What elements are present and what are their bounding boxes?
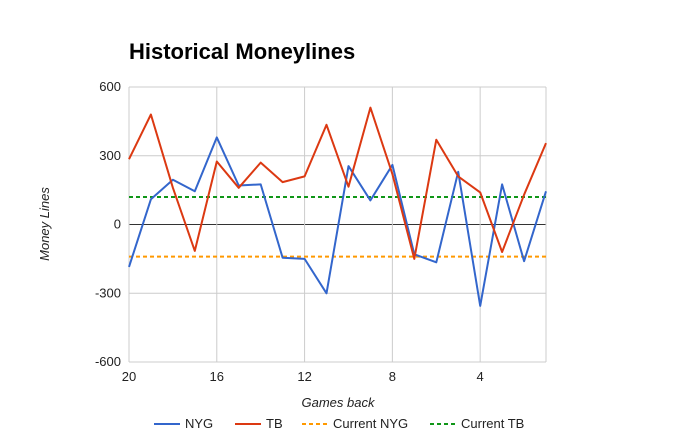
x-tick-label: 20 bbox=[122, 369, 136, 384]
x-axis-ticks: 20 16 12 8 4 bbox=[122, 369, 484, 384]
x-tick-label: 12 bbox=[297, 369, 311, 384]
y-axis-ticks: 600 300 0 -300 -600 bbox=[95, 79, 121, 369]
legend-label-nyg: NYG bbox=[185, 416, 213, 431]
y-axis-label: Money Lines bbox=[37, 187, 52, 261]
legend-label-current-nyg: Current NYG bbox=[333, 416, 408, 431]
series-line-tb bbox=[128, 106, 547, 260]
x-tick-label: 16 bbox=[210, 369, 224, 384]
y-tick-label: -300 bbox=[95, 285, 121, 300]
y-tick-label: 0 bbox=[114, 217, 121, 232]
series-line-nyg bbox=[128, 136, 547, 307]
x-tick-label: 4 bbox=[477, 369, 484, 384]
legend: NYG TB Current NYG Current TB bbox=[154, 416, 524, 431]
grid bbox=[128, 86, 547, 363]
y-tick-label: 600 bbox=[99, 79, 121, 94]
x-axis-label: Games back bbox=[302, 395, 376, 410]
chart-title: Historical Moneylines bbox=[129, 39, 355, 64]
y-tick-label: 300 bbox=[99, 148, 121, 163]
y-tick-label: -600 bbox=[95, 354, 121, 369]
legend-label-current-tb: Current TB bbox=[461, 416, 524, 431]
x-tick-label: 8 bbox=[389, 369, 396, 384]
series-lines bbox=[128, 106, 547, 307]
legend-label-tb: TB bbox=[266, 416, 283, 431]
